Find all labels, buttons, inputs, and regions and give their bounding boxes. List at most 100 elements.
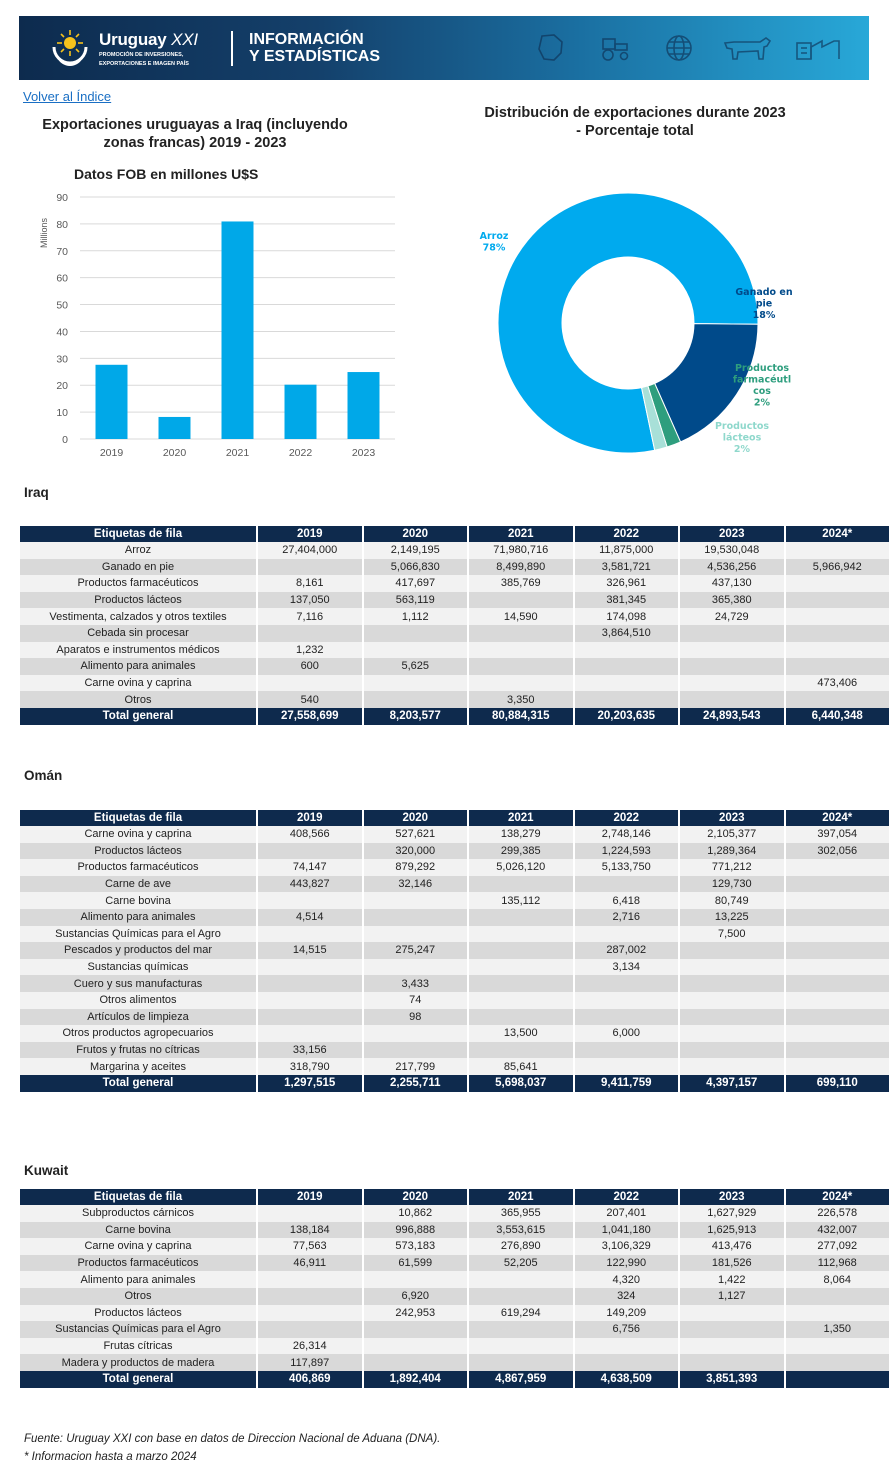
row-label: Alimento para animales: [20, 658, 258, 675]
table-row: Otros 6,920 324 1,127: [20, 1287, 891, 1305]
row-label: Productos farmacéuticos: [20, 575, 258, 592]
table-cell: [784, 1304, 891, 1322]
row-label: Subproductos cárnicos: [20, 1205, 258, 1222]
table-cell: [468, 925, 575, 943]
table-cell: 98: [362, 1008, 469, 1026]
table-cell: 1,127: [679, 1287, 786, 1305]
table-cell: [468, 641, 575, 659]
table-cell: [257, 1271, 364, 1288]
brand-name: Uruguay: [99, 30, 167, 49]
table-cell: [679, 942, 786, 959]
table-row: Sustancias Químicas para el Agro 6,756 1,3…: [20, 1321, 891, 1338]
table-row: Productos lácteos 320,000 299,385 1,224,593…: [20, 842, 891, 860]
section-title-kuwait: Kuwait: [24, 1163, 69, 1178]
table-row: Frutas cítricas 26,314: [20, 1337, 891, 1355]
brand-suffix: XXI: [171, 30, 198, 49]
table-cell: [468, 1337, 575, 1355]
table-cell: 80,749: [679, 892, 786, 909]
table-cell: 11,875,000: [573, 542, 680, 559]
table-cell: 1,625,913: [679, 1221, 786, 1239]
table-cell: [257, 1008, 364, 1026]
column-header: 2022: [573, 1189, 680, 1205]
table-cell: [679, 1008, 786, 1026]
table-row: Pescados y productos del mar 14,515 275,24…: [20, 942, 891, 959]
table-cell: 527,621: [362, 826, 469, 843]
table-cell: [784, 1287, 891, 1305]
table-cell: [362, 1337, 469, 1355]
table-cell: [679, 1025, 786, 1042]
bar-chart: 0 10 20 30 40 50 60 70 80 90 Millions 2019 2020 2021 2…: [39, 192, 395, 459]
table-cell: 26,314: [257, 1337, 364, 1355]
table-cell: [362, 624, 469, 642]
row-label: Carne bovina: [20, 1221, 258, 1239]
table-cell: [784, 925, 891, 943]
table-cell: [362, 1041, 469, 1059]
table-row: Alimento para animales 4,514 2,716 13,225: [20, 908, 891, 926]
table-cell: [679, 958, 786, 976]
table-cell: 3,581,721: [573, 558, 680, 576]
table-row: Arroz 27,404,000 2,149,195 71,980,716 11,875…: [20, 542, 891, 559]
pie-category-label: Ganado en pie: [735, 287, 792, 310]
table-row: Productos lácteos 137,050 563,119 381,345 36…: [20, 591, 891, 609]
table-cell: 32,146: [362, 875, 469, 893]
row-label: Carne ovina y caprina: [20, 826, 258, 843]
bar-2022: [284, 384, 317, 439]
table-row: Carne ovina y caprina 473,406: [20, 674, 891, 692]
table-header-row: Etiquetas de fila 2019 2020 2021 2022 2023 202…: [20, 526, 891, 542]
table-cell: 217,799: [362, 1058, 469, 1075]
table-cell: [468, 958, 575, 976]
table-cell: [257, 842, 364, 860]
row-label: Carne ovina y caprina: [20, 1238, 258, 1255]
total-cell: 8,203,577: [362, 707, 469, 725]
table-cell: [679, 1058, 786, 1075]
row-label: Frutos y frutas no cítricas: [20, 1041, 258, 1059]
table-cell: [468, 1287, 575, 1305]
row-label: Carne bovina: [20, 892, 258, 909]
total-row: Total general 1,297,515 2,255,711 5,698,037…: [20, 1074, 891, 1092]
x-tick-label: 2020: [163, 447, 187, 459]
table-cell: [468, 591, 575, 609]
table-cell: 563,119: [362, 591, 469, 609]
row-label: Pescados y productos del mar: [20, 942, 258, 959]
table-cell: 365,955: [468, 1205, 575, 1222]
table-cell: 443,827: [257, 875, 364, 893]
bar-2021: [221, 221, 254, 439]
column-header: 2019: [257, 810, 364, 826]
row-label: Sustancias químicas: [20, 958, 258, 976]
table-cell: [468, 624, 575, 642]
table-cell: 117,897: [257, 1354, 364, 1371]
column-header: Etiquetas de fila: [20, 526, 258, 542]
table-cell: 14,590: [468, 608, 575, 625]
banner-title-line-1: INFORMACIÓN: [249, 31, 364, 48]
table-cell: 85,641: [468, 1058, 575, 1075]
total-cell: [784, 1370, 891, 1388]
table-cell: 320,000: [362, 842, 469, 860]
table-cell: 473,406: [784, 674, 891, 692]
table-cell: [784, 991, 891, 1009]
row-label: Cebada sin procesar: [20, 624, 258, 642]
row-label: Carne ovina y caprina: [20, 674, 258, 692]
table-cell: 299,385: [468, 842, 575, 860]
table-cell: [362, 1354, 469, 1371]
row-label: Frutas cítricas: [20, 1337, 258, 1355]
table-cell: 5,066,830: [362, 558, 469, 576]
table-cell: 302,056: [784, 842, 891, 860]
table-cell: 112,968: [784, 1254, 891, 1272]
table-cell: 2,748,146: [573, 826, 680, 843]
table-cell: [573, 1354, 680, 1371]
table-cell: 432,007: [784, 1221, 891, 1239]
table-cell: 3,553,615: [468, 1221, 575, 1239]
table-row: Aparatos e instrumentos médicos 1,232: [20, 641, 891, 659]
back-to-index-link[interactable]: Volver al Índice: [23, 89, 112, 104]
table-cell: [679, 1321, 786, 1338]
table-cell: [573, 1058, 680, 1075]
y-tick-label: 40: [56, 326, 68, 338]
bar-2020: [158, 416, 191, 439]
table-cell: 19,530,048: [679, 542, 786, 559]
table-cell: 277,092: [784, 1238, 891, 1255]
table-cell: 771,212: [679, 859, 786, 876]
row-label: Arroz: [20, 542, 258, 559]
table-cell: [362, 908, 469, 926]
column-header: Etiquetas de fila: [20, 810, 258, 826]
